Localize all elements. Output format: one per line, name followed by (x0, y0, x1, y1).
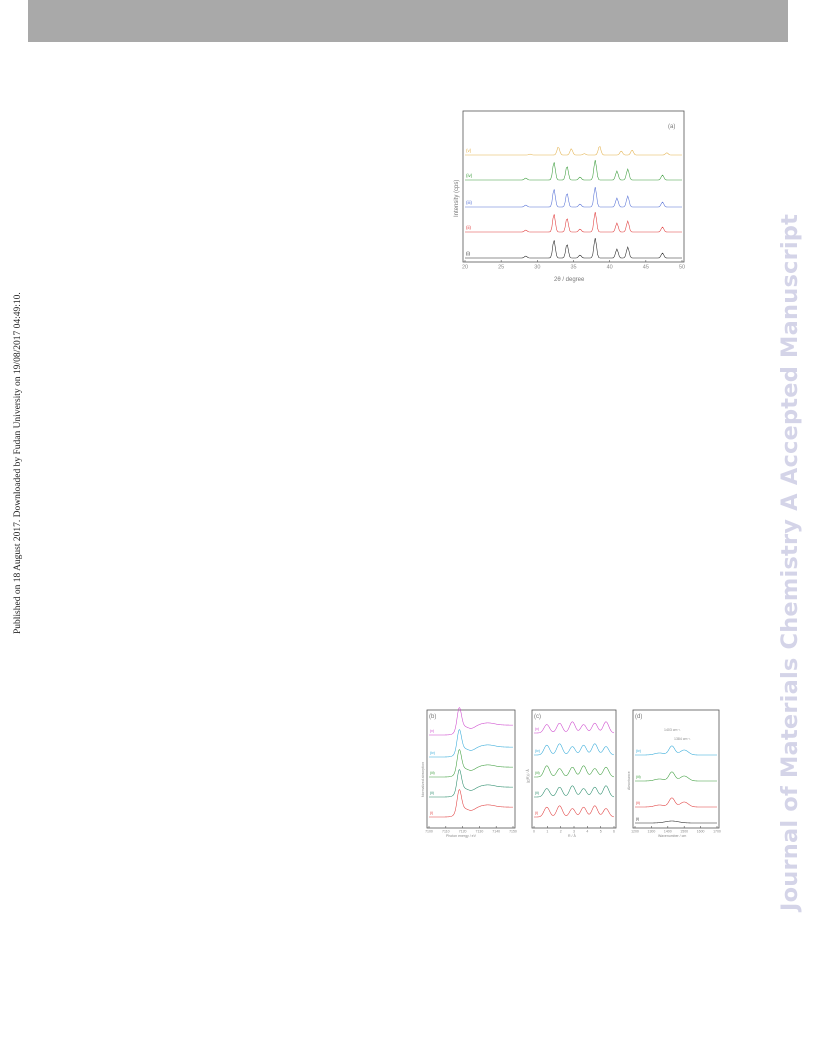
raman-tick-label: 1500 (680, 830, 688, 834)
xanes-series-label: (ii) (430, 791, 434, 795)
raman-series-line (635, 745, 717, 756)
xanes-series-line (429, 749, 513, 778)
xrd-series-line (465, 146, 682, 156)
xanes-tick-label: 7100 (425, 830, 433, 834)
xrd-series-label: (iv) (466, 173, 473, 178)
raman-tick-label: 1300 (648, 830, 656, 834)
raman-tick-label: 1400 (664, 830, 672, 834)
xanes-series-label: (v) (430, 729, 434, 733)
xanes-series: (v) (iv) (iii) (ii) (i) (429, 707, 513, 818)
xrd-x-ticks: 20 25 30 35 40 45 50 (462, 260, 685, 271)
xanes-series-label: (i) (430, 811, 433, 815)
exafs-tick-label: 6 (613, 830, 615, 834)
xanes-x-axis-label: Photon energy / eV (446, 834, 477, 838)
xrd-series-line (465, 237, 682, 259)
xanes-tick-label: 7120 (459, 830, 467, 834)
xrd-x-axis-label: 2θ / degree (554, 277, 585, 283)
exafs-series-label: (i) (535, 811, 538, 815)
xrd-series-label: (i) (466, 251, 470, 256)
xrd-tick-label: 45 (643, 265, 649, 271)
exafs-x-axis-label: R / Å (568, 833, 576, 838)
raman-annotation-1403: 1403 cm⁻¹ (664, 728, 681, 732)
raman-tick-label: 1700 (713, 830, 721, 834)
header-bar (28, 0, 788, 42)
xanes-tick-label: 7150 (509, 830, 517, 834)
journal-watermark: Journal of Materials Chemistry A Accepte… (777, 213, 803, 911)
exafs-y-axis-label: |χ(R)| / Å (525, 769, 530, 783)
xanes-series-line (429, 769, 513, 798)
xanes-tick-label: 7130 (476, 830, 484, 834)
exafs-series-label: (iv) (535, 749, 540, 753)
xanes-y-axis-label: Normalized absorption (421, 762, 425, 797)
xanes-plot-frame (426, 709, 516, 829)
raman-x-axis-label: Wavenumber / cm (658, 834, 686, 838)
raman-series-label: (iii) (636, 775, 641, 779)
raman-series-line (635, 820, 717, 824)
exafs-series-line (534, 743, 615, 756)
xanes-series-line (429, 707, 513, 736)
exafs-tick-label: 1 (546, 830, 548, 834)
xrd-series-line (465, 159, 682, 181)
exafs-tick-label: 0 (533, 830, 535, 834)
raman-x-ticks: 1200 1300 1400 1500 1600 1700 (631, 826, 721, 834)
xanes-tick-label: 7110 (442, 830, 450, 834)
xrd-series-label: (ii) (466, 225, 471, 230)
xrd-y-axis-label: Intensity (cps) (454, 180, 460, 217)
xanes-series-label: (iii) (430, 771, 435, 775)
exafs-series-line (534, 785, 615, 798)
xrd-series-line (465, 211, 682, 233)
exafs-series-line (534, 805, 615, 818)
xrd-tick-label: 50 (679, 265, 685, 271)
exafs-series-line (534, 765, 615, 778)
raman-series-label: (iv) (636, 749, 641, 753)
xanes-tick-label: 7140 (492, 830, 500, 834)
xrd-panel-label: (a) (668, 124, 675, 130)
xanes-series-label: (iv) (430, 751, 435, 755)
exafs-series: (v) (iv) (iii) (ii) (i) (534, 721, 615, 818)
exafs-series-label: (ii) (535, 791, 539, 795)
exafs-tick-label: 2 (560, 830, 562, 834)
raman-panel-label: (d) (635, 714, 642, 720)
raman-series-label: (ii) (636, 801, 640, 805)
raman-series-label: (i) (636, 817, 639, 821)
raman-plot-frame (632, 709, 720, 829)
exafs-x-ticks: 0 1 2 3 4 5 6 (533, 826, 615, 834)
xrd-tick-label: 40 (607, 265, 613, 271)
exafs-series-label: (v) (535, 727, 539, 731)
xrd-tick-label: 30 (534, 265, 540, 271)
spectra-figure: (b) Normalized absorption Photon energy … (421, 707, 721, 838)
xanes-series-line (429, 729, 513, 758)
exafs-panel-label: (c) (534, 714, 541, 720)
xrd-plot-frame (462, 110, 685, 263)
xrd-series-label: (v) (466, 148, 472, 153)
raman-series: (iv) (iii) (ii) (i) (635, 745, 717, 824)
xrd-tick-label: 35 (570, 265, 576, 271)
xanes-panel-label: (b) (429, 714, 436, 720)
xrd-series-label: (iii) (466, 200, 472, 205)
raman-annotation-1384: 1384 cm⁻¹ (674, 737, 691, 741)
exafs-series-line (534, 721, 615, 734)
exafs-tick-label: 3 (573, 830, 575, 834)
xanes-series-line (429, 789, 513, 818)
xrd-tick-label: 20 (462, 265, 468, 271)
xrd-tick-label: 25 (498, 265, 504, 271)
raman-tick-label: 1200 (631, 830, 639, 834)
raman-series-line (635, 771, 717, 782)
xrd-series-line (465, 186, 682, 208)
publication-notice: Published on 18 August 2017. Downloaded … (13, 292, 23, 634)
raman-tick-label: 1600 (697, 830, 705, 834)
raman-y-axis-label: Absorbance (627, 771, 631, 790)
xanes-x-ticks: 7100 7110 7120 7130 7140 7150 (425, 826, 517, 834)
exafs-tick-label: 4 (586, 830, 588, 834)
exafs-series-label: (iii) (535, 771, 540, 775)
raman-series-line (635, 797, 717, 808)
xrd-figure: 20 25 30 35 40 45 50 (v) (iv) (iii) (ii) (i) (a) I… (454, 110, 685, 283)
xrd-series: (v) (iv) (iii) (ii) (i) (465, 146, 682, 259)
exafs-tick-label: 5 (600, 830, 602, 834)
